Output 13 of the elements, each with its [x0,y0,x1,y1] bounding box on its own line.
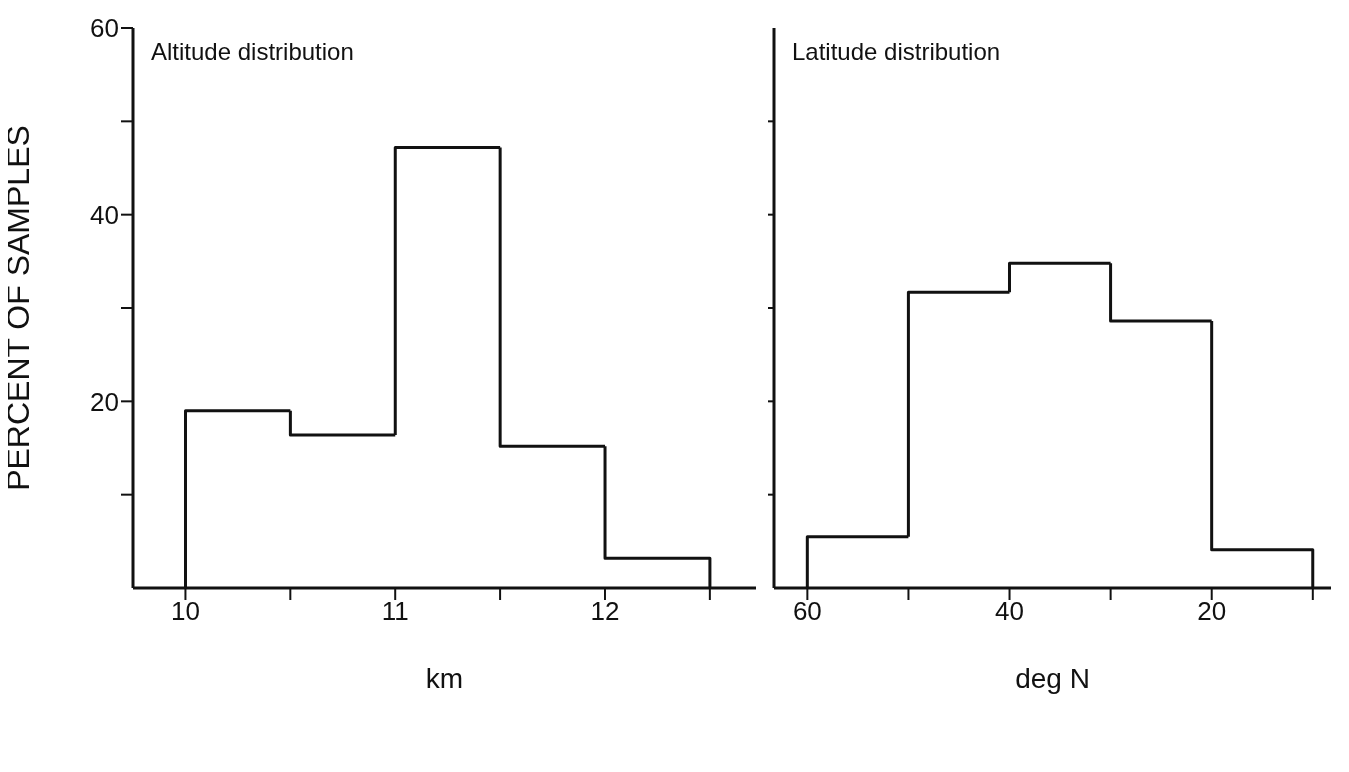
y-tick-label: 60 [90,13,119,44]
chart-title: Latitude distribution [792,38,1001,66]
y-tick-label: 40 [90,199,119,230]
x-tick-label: 12 [590,596,620,627]
x-tick-label: 60 [792,596,822,627]
chart-title: Altitude distribution [151,38,354,66]
x-tick-label: 10 [170,596,200,627]
x-axis-title: deg N [1015,663,1090,694]
y-tick-label: 20 [90,386,119,417]
x-tick-label: 11 [381,596,409,627]
x-tick-label: 20 [1197,596,1227,627]
x-tick-label: 40 [995,596,1024,627]
x-axis-title: km [425,663,464,694]
